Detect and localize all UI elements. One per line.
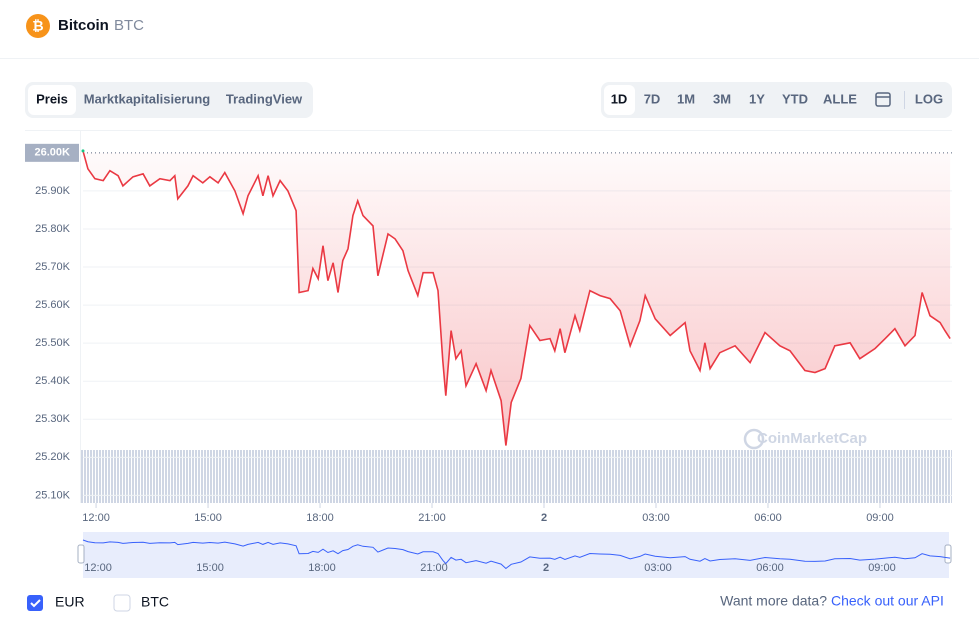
navigator-handle[interactable] bbox=[944, 544, 952, 564]
range-button[interactable]: 1D bbox=[611, 91, 628, 106]
range-button[interactable]: YTD bbox=[782, 91, 808, 106]
x-tick-label: 18:00 bbox=[306, 512, 334, 524]
navigator-handle[interactable] bbox=[77, 544, 85, 564]
watermark-logo bbox=[743, 428, 765, 450]
range-group bbox=[601, 82, 952, 118]
x-tick-label: 03:00 bbox=[642, 512, 670, 524]
range-active-bg bbox=[604, 85, 635, 115]
tab[interactable]: Preis bbox=[36, 91, 68, 106]
api-link[interactable]: Check out our API bbox=[831, 593, 944, 609]
checkbox[interactable] bbox=[113, 594, 131, 612]
y-tick-label: 25.30K bbox=[35, 413, 71, 425]
y-tick-label: 25.50K bbox=[35, 337, 71, 349]
tab[interactable]: TradingView bbox=[226, 91, 303, 106]
watermark: CoinMarketCap bbox=[757, 430, 867, 447]
start-marker bbox=[81, 149, 85, 153]
tick-highlight bbox=[25, 143, 79, 162]
x-tick-label: 12:00 bbox=[82, 512, 110, 524]
navigator-tick-label: 18:00 bbox=[308, 562, 336, 574]
log-toggle[interactable]: LOG bbox=[915, 91, 943, 106]
navigator-tick-label: 12:00 bbox=[84, 562, 112, 574]
volume-bars bbox=[81, 450, 952, 503]
x-tick-label: 09:00 bbox=[866, 512, 894, 524]
currency-label: BTC bbox=[141, 594, 169, 610]
calendar-icon[interactable] bbox=[875, 92, 891, 107]
coin-name: Bitcoin bbox=[58, 17, 109, 34]
navigator-bg bbox=[83, 532, 949, 578]
navigator-tick-label: 09:00 bbox=[868, 562, 896, 574]
checkbox-checked[interactable] bbox=[27, 595, 43, 611]
y-tick-label: 25.40K bbox=[35, 375, 71, 387]
range-button[interactable]: ALLE bbox=[823, 91, 857, 106]
coin-icon bbox=[26, 14, 50, 38]
y-tick-label: 25.20K bbox=[35, 451, 71, 463]
currency-label: EUR bbox=[55, 594, 85, 610]
y-tick-label: 25.60K bbox=[35, 299, 71, 311]
range-button[interactable]: 7D bbox=[644, 91, 661, 106]
y-tick-label: 25.80K bbox=[35, 223, 71, 235]
navigator-tick-label: 03:00 bbox=[644, 562, 672, 574]
footer-question: Want more data? bbox=[720, 593, 827, 609]
x-tick-label: 15:00 bbox=[194, 512, 222, 524]
y-tick-label: 25.10K bbox=[35, 489, 71, 501]
tab-group bbox=[25, 82, 313, 118]
navigator-line bbox=[82, 539, 951, 570]
range-button[interactable]: 3M bbox=[713, 91, 731, 106]
y-tick-label: 25.90K bbox=[35, 185, 71, 197]
tab[interactable]: Marktkapitalisierung bbox=[84, 91, 210, 106]
navigator-tick-label: 21:00 bbox=[420, 562, 448, 574]
range-button[interactable]: 1M bbox=[677, 91, 695, 106]
checkmark bbox=[30, 599, 41, 608]
x-tick-label: 2 bbox=[541, 512, 547, 524]
y-tick-label: 25.70K bbox=[35, 261, 71, 273]
range-button[interactable]: 1Y bbox=[749, 91, 765, 106]
tab-active-bg bbox=[28, 85, 76, 115]
x-tick-label: 06:00 bbox=[754, 512, 782, 524]
x-tick-label: 21:00 bbox=[418, 512, 446, 524]
y-tick-label: 26.00K bbox=[35, 147, 71, 159]
price-line bbox=[82, 150, 951, 446]
header-bar bbox=[0, 0, 979, 58]
price-area bbox=[83, 150, 951, 446]
coin-symbol: BTC bbox=[114, 17, 144, 34]
navigator-tick-label: 15:00 bbox=[196, 562, 224, 574]
navigator-tick-label: 2 bbox=[543, 562, 549, 574]
navigator-tick-label: 06:00 bbox=[756, 562, 784, 574]
coin-icon-glyph: ₿ bbox=[32, 18, 43, 34]
